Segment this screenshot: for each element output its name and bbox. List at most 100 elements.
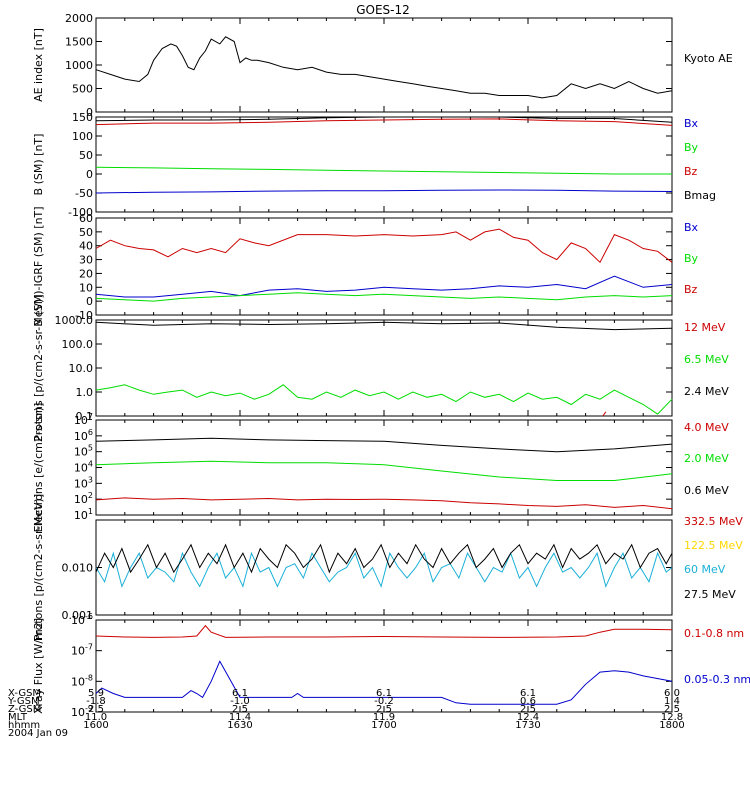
y-tick-label: 50 — [79, 149, 93, 162]
panel-2: -100 -50 0 50 100 150 B (SM) [nT] Bx By Bz Bmag — [32, 111, 716, 219]
legend-2-0-mev: 2.0 MeV — [684, 452, 729, 465]
y-tick-label: 103 — [74, 475, 93, 490]
panel-6: 0.001 0.010 Protons [p/(cm2-s-sr-MeV)] 332.… — [32, 494, 743, 641]
footer-value: 5.9 — [88, 688, 104, 699]
y-tick-label: 106 — [74, 428, 93, 443]
series-line-4-0-mev — [95, 497, 673, 510]
footer-value: 12.4 — [517, 712, 539, 723]
y-tick-label: 0.001 — [62, 609, 94, 622]
series-line-6-5-mev — [95, 384, 673, 415]
legend-bz: Bz — [684, 283, 698, 296]
y-tick-label: 101 — [74, 507, 93, 522]
y-axis-label: B (SM) [nT] — [32, 134, 45, 196]
y-tick-label: 60 — [79, 212, 93, 225]
legend-4-0-mev: 4.0 MeV — [684, 421, 729, 434]
footer-value: 11.4 — [229, 712, 251, 723]
y-axis-label: Protons [p/(cm2-s-sr-MeV)] — [32, 494, 45, 641]
footer-value: -0.2 — [374, 696, 394, 707]
plot-title: GOES-12 — [356, 3, 410, 17]
footer-value: 1700 — [371, 720, 396, 731]
series-line-bmag — [95, 116, 673, 123]
y-tick-label: -100 — [68, 206, 93, 219]
legend-bx: Bx — [684, 117, 699, 130]
y-tick-label: 10-7 — [71, 643, 93, 658]
series-line-by — [95, 166, 672, 175]
y-tick-label: 150 — [72, 111, 93, 124]
series-line-2-4-mev — [95, 321, 673, 331]
y-tick-label: 10-9 — [71, 704, 93, 719]
y-axis-label: AE index [nT] — [32, 28, 45, 102]
panel-frame — [95, 116, 673, 213]
footer-value: 6.1 — [232, 688, 248, 699]
footer-row-label: Y-GSM — [7, 696, 40, 707]
footer-row-label: Z-GSM — [8, 704, 41, 715]
footer-value: 2.5 — [520, 704, 536, 715]
y-tick-label: 1000.0 — [55, 314, 94, 327]
y-tick-label: 107 — [74, 412, 93, 427]
legend-bx: Bx — [684, 221, 699, 234]
footer-row-label: hhmm — [8, 720, 40, 731]
y-tick-label: 50 — [79, 226, 93, 239]
legend-60-mev: 60 MeV — [684, 563, 726, 576]
panel-4: 0.1 1.0 10.0 100.0 1000.0 Protons [p/(cm2-s-s… — [32, 294, 729, 441]
legend-0-05-0-3-nm: 0.05-0.3 nm — [684, 673, 750, 686]
series-line-0-6-mev — [95, 437, 673, 453]
series-line-0-05-0-3-nm — [95, 660, 673, 705]
panel-frame — [95, 217, 673, 316]
legend-332-5-mev: 332.5 MeV — [684, 515, 743, 528]
y-axis-label: Electrons [e/(cm2-s-sr)] — [32, 403, 45, 533]
legend-by: By — [684, 141, 699, 154]
y-tick-label: -50 — [75, 187, 93, 200]
footer-row-label: MLT — [8, 712, 28, 723]
y-axis-label: Protons [p/(cm2-s-sr-MeV)] — [32, 294, 45, 441]
footer-value: 2.5 — [664, 704, 680, 715]
legend-by: By — [684, 252, 699, 265]
y-tick-label: 104 — [74, 460, 93, 475]
panel-frame — [95, 319, 673, 417]
y-tick-label: 500 — [72, 83, 93, 96]
series-line-2-0-mev — [95, 460, 673, 481]
footer-value: 2.5 — [88, 704, 104, 715]
y-tick-label: 2000 — [65, 12, 93, 25]
y-tick-label: 0 — [86, 168, 93, 181]
footer-row-label: 2004 Jan 09 — [8, 728, 68, 739]
y-tick-label: 0.1 — [76, 410, 94, 423]
footer-value: 11.9 — [373, 712, 395, 723]
y-axis-label: B (SM)-IGRF (SM) [nT] — [32, 206, 45, 326]
series-line-bz — [95, 118, 673, 126]
footer-value: -1.0 — [230, 696, 250, 707]
footer-value: 2.5 — [376, 704, 392, 715]
footer-row-label: X-GSM — [8, 688, 41, 699]
series-line-12-mev — [602, 411, 607, 417]
y-tick-label: 10-8 — [71, 673, 93, 688]
footer-value: 6.0 — [664, 688, 680, 699]
footer-value: 1600 — [83, 720, 108, 731]
footer-value: 1630 — [227, 720, 252, 731]
footer-value: -1.8 — [86, 696, 106, 707]
y-tick-label: 0.010 — [62, 562, 94, 575]
y-tick-label: 40 — [79, 240, 93, 253]
footer-value: 6.1 — [520, 688, 536, 699]
legend-bz: Bz — [684, 165, 698, 178]
panel-frame — [95, 17, 673, 113]
y-tick-label: 1500 — [65, 36, 93, 49]
footer-value: 12.8 — [661, 712, 683, 723]
panel-frame — [95, 419, 673, 516]
legend-kyoto-ae: Kyoto AE — [684, 52, 733, 65]
legend-12-mev: 12 MeV — [684, 321, 726, 334]
footer-value: 2.5 — [232, 704, 248, 715]
series-line-bx — [95, 189, 673, 194]
y-tick-label: 102 — [74, 491, 93, 506]
y-tick-label: 20 — [79, 267, 93, 280]
legend-122-5-mev: 122.5 MeV — [684, 539, 743, 552]
footer-value: 1.4 — [664, 696, 680, 707]
y-tick-label: 10.0 — [69, 362, 94, 375]
panel-7: 10-9 10-8 10-7 10-6 Xray Flux [W/m2] 0.1-0.8 … — [32, 612, 750, 719]
legend-2-4-mev: 2.4 MeV — [684, 385, 729, 398]
y-tick-label: 10-6 — [71, 612, 93, 627]
